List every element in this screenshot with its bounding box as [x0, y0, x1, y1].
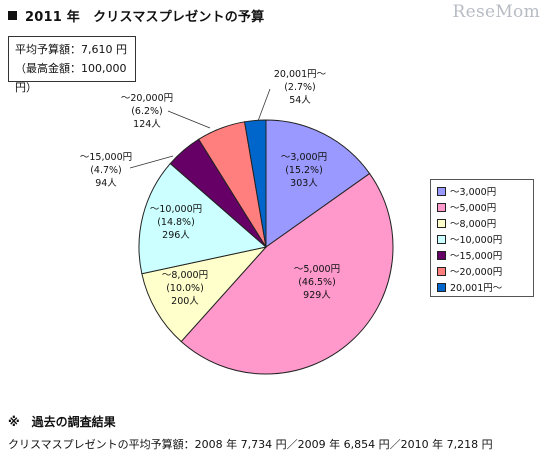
average-budget-text: 平均予算額：7,610 円 — [15, 43, 127, 56]
slice-range-label: ～15,000円 — [80, 152, 132, 163]
legend-label: ～5,000円 — [450, 203, 497, 214]
slice-label: ～10,000円 (14.8%) 296人 — [150, 204, 202, 241]
legend-swatch — [437, 234, 446, 244]
legend-item: ～15,000円 — [437, 247, 527, 263]
slice-label: ～15,000円 (4.7%) 94人 — [80, 152, 132, 189]
legend-label: ～15,000円 — [450, 251, 503, 262]
summary-box: 平均予算額：7,610 円 （最高金額：100,000 円） — [8, 36, 136, 94]
slice-range-label: 20,001円～ — [274, 69, 327, 80]
legend-swatch — [437, 282, 446, 292]
legend-swatch — [437, 266, 446, 276]
chart-title-text: 2011 年 クリスマスプレゼントの予算 — [25, 10, 265, 25]
legend-swatch — [437, 218, 446, 228]
legend-swatch — [437, 250, 446, 260]
legend-swatch — [437, 202, 446, 212]
past-results-text: クリスマスプレゼントの平均予算額：2008 年 7,734 円／2009 年 6… — [8, 438, 493, 451]
pie-slice — [180, 172, 394, 375]
resemom-logo: ReseMom — [452, 2, 540, 22]
bullet-square-icon — [8, 11, 17, 20]
legend: ～3,000円 ～5,000円 ～8,000円 ～10,000円 ～15,000円 ～20… — [430, 179, 534, 297]
slice-label: ～8,000円 (10.0%) 200人 — [162, 270, 208, 307]
legend-item: ～20,000円 — [437, 263, 527, 279]
slice-range-label: ～10,000円 — [150, 204, 202, 215]
past-results-heading: ※ 過去の調査結果 — [8, 415, 116, 429]
pie-slice — [265, 119, 371, 248]
slice-count-label: 296人 — [162, 230, 190, 241]
slice-percent-label: (10.0%) — [166, 283, 204, 294]
legend-item: ～8,000円 — [437, 215, 527, 231]
legend-label: ～10,000円 — [450, 235, 503, 246]
legend-item: ～3,000円 — [437, 183, 527, 199]
slice-range-label: ～20,000円 — [121, 93, 173, 104]
slice-range-label: ～3,000円 — [281, 152, 327, 163]
slice-count-label: 124人 — [133, 119, 161, 130]
legend-swatch — [437, 186, 446, 196]
slice-range-label: ～5,000円 — [294, 264, 340, 275]
slice-label: ～20,000円 (6.2%) 124人 — [121, 93, 173, 130]
leader-line — [167, 110, 211, 129]
slice-percent-label: (46.5%) — [298, 277, 336, 288]
slice-label: ～3,000円 (15.2%) 303人 — [281, 152, 327, 189]
slice-percent-label: (4.7%) — [90, 165, 122, 176]
legend-label: ～20,000円 — [450, 267, 503, 278]
legend-item: ～10,000円 — [437, 231, 527, 247]
legend-item: 20,001円～ — [437, 279, 527, 295]
chart-title: 2011 年 クリスマスプレゼントの予算 — [8, 6, 264, 25]
pie-slice — [141, 246, 268, 343]
slice-count-label: 94人 — [95, 178, 117, 189]
leader-line — [129, 155, 174, 169]
slice-percent-label: (15.2%) — [285, 165, 323, 176]
max-budget-text: （最高金額：100,000 円） — [15, 62, 127, 94]
slice-count-label: 929人 — [303, 290, 331, 301]
slice-percent-label: (2.7%) — [284, 82, 316, 93]
slice-label: ～5,000円 (46.5%) 929人 — [294, 264, 340, 301]
slice-range-label: ～8,000円 — [162, 270, 208, 281]
slice-label: 20,001円～ (2.7%) 54人 — [274, 69, 327, 106]
slice-count-label: 54人 — [289, 95, 311, 106]
slice-count-label: 303人 — [290, 178, 318, 189]
slice-percent-label: (6.2%) — [131, 106, 163, 117]
legend-label: ～8,000円 — [450, 219, 497, 230]
leader-line — [257, 88, 271, 122]
slice-count-label: 200人 — [171, 296, 199, 307]
slice-percent-label: (14.8%) — [157, 217, 195, 228]
legend-item: ～5,000円 — [437, 199, 527, 215]
legend-label: 20,001円～ — [450, 283, 503, 294]
pie-slice — [138, 162, 268, 275]
pie-slice — [244, 119, 267, 248]
legend-label: ～3,000円 — [450, 187, 497, 198]
